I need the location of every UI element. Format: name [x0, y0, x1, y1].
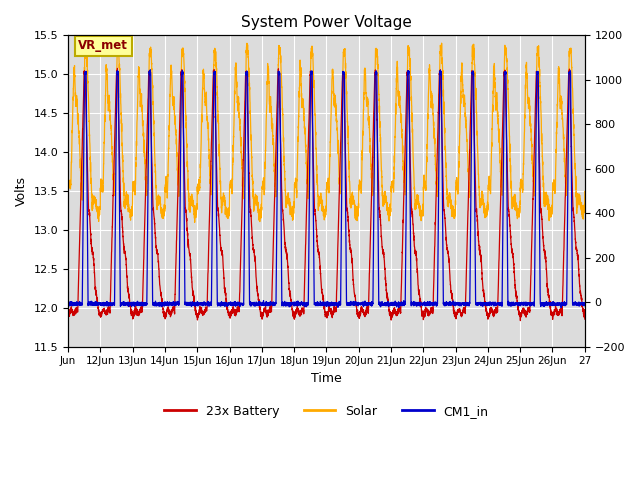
Legend: 23x Battery, Solar, CM1_in: 23x Battery, Solar, CM1_in [159, 400, 493, 423]
Text: VR_met: VR_met [78, 39, 128, 52]
Y-axis label: Volts: Volts [15, 176, 28, 206]
X-axis label: Time: Time [311, 372, 342, 385]
Title: System Power Voltage: System Power Voltage [241, 15, 412, 30]
